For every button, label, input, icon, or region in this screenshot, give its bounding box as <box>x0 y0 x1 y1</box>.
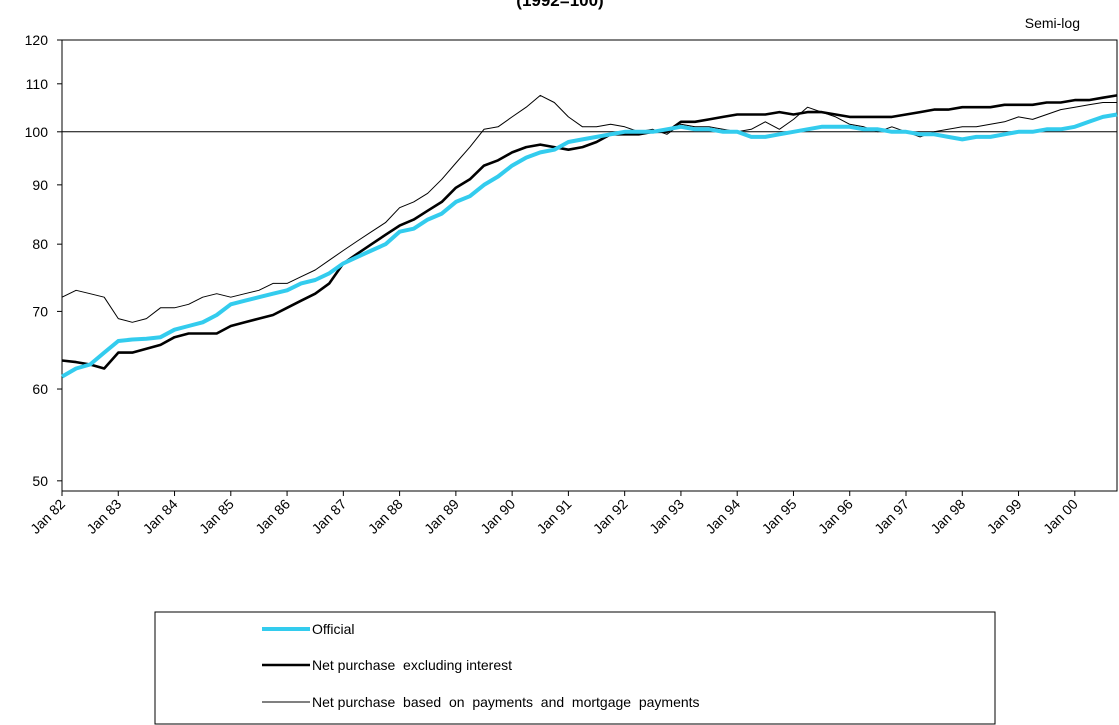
x-tick-label: Jan 94 <box>702 496 743 537</box>
y-tick-label: 120 <box>25 32 49 48</box>
x-tick-label: Jan 98 <box>927 496 968 537</box>
y-tick-label: 90 <box>32 177 48 193</box>
x-tick-label: Jan 92 <box>590 496 631 537</box>
x-tick-label: Jan 90 <box>477 496 518 537</box>
annotation: Semi-log <box>1025 15 1080 31</box>
series-line <box>61 94 1118 370</box>
y-tick-label: 50 <box>32 473 48 489</box>
x-tick-label: Jan 83 <box>83 496 124 537</box>
x-tick-label: Jan 82 <box>27 496 68 537</box>
legend-label: Net purchase based on payments and mortg… <box>312 694 700 710</box>
x-tick-label: Jan 89 <box>421 496 462 537</box>
chart-title: (1992=100) <box>516 0 603 10</box>
x-tick-label: Jan 84 <box>140 496 181 537</box>
x-tick-label: Jan 88 <box>365 496 406 537</box>
series-line <box>61 94 1117 323</box>
x-tick-label: Jan 99 <box>984 496 1025 537</box>
y-tick-label: 110 <box>26 76 49 92</box>
series-line <box>61 112 1118 379</box>
x-tick-label: Jan 97 <box>871 496 912 537</box>
x-tick-label: Jan 93 <box>646 496 687 537</box>
y-tick-label: 60 <box>32 381 48 397</box>
x-tick-label: Jan 85 <box>196 496 237 537</box>
x-tick-label: Jan 95 <box>759 496 800 537</box>
plot-frame <box>61 39 1118 492</box>
x-tick-label: Jan 91 <box>533 496 574 537</box>
legend-label: Official <box>312 621 355 637</box>
x-tick-label: Jan 00 <box>1040 496 1081 537</box>
y-tick-label: 70 <box>32 303 48 319</box>
legend-box <box>154 611 996 725</box>
y-tick-label: 100 <box>25 124 49 140</box>
y-tick-label: 80 <box>32 236 48 252</box>
x-tick-label: Jan 86 <box>252 496 293 537</box>
x-tick-label: Jan 87 <box>308 496 349 537</box>
x-tick-label: Jan 96 <box>815 496 856 537</box>
legend-label: Net purchase excluding interest <box>312 657 512 673</box>
